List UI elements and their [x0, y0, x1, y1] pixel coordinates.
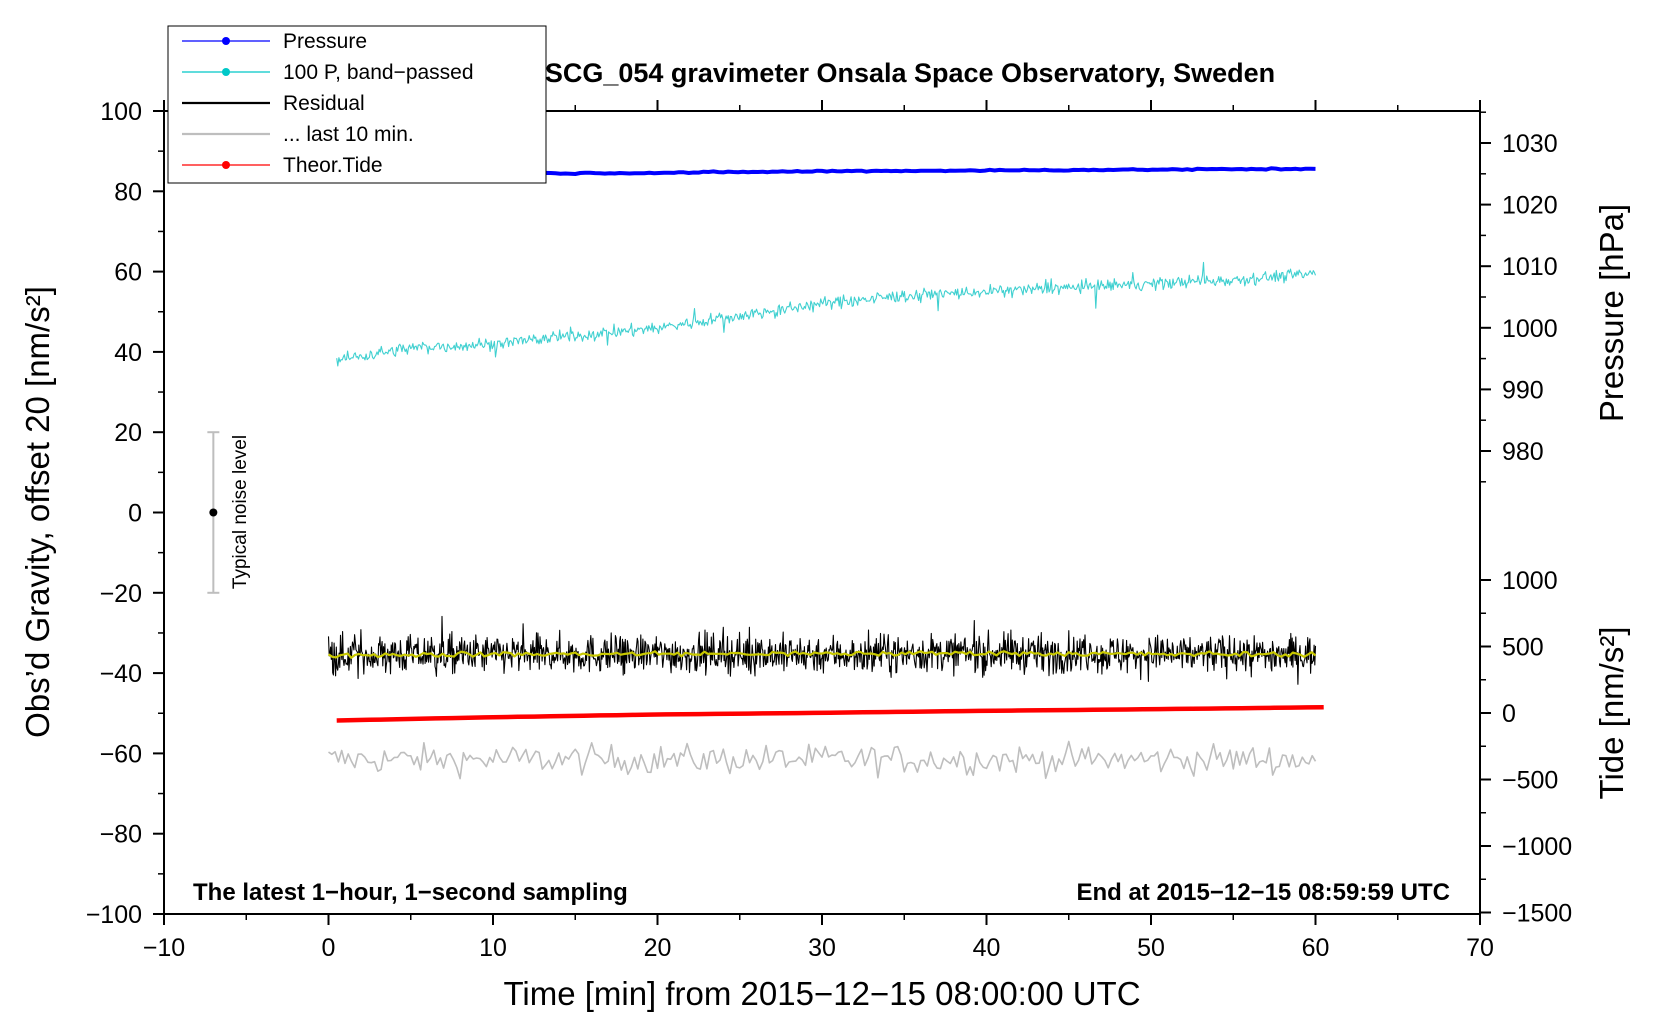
y-tick-label: 60 — [114, 259, 142, 287]
series-band-passed-line — [336, 261, 1317, 367]
tide-axis-title: Tide [nm/s²] — [1593, 627, 1630, 800]
pressure-tick-label: 1020 — [1502, 192, 1558, 220]
legend-label: ... last 10 min. — [283, 123, 414, 146]
series-residual-line — [327, 615, 1317, 685]
tide-tick-label: −1000 — [1502, 833, 1572, 861]
tide-tick-label: 500 — [1502, 634, 1544, 662]
pressure-tick-label: 980 — [1502, 438, 1544, 466]
y-tick-label: −20 — [100, 580, 142, 608]
tide-tick-label: −1500 — [1502, 900, 1572, 928]
pressure-axis-right: 980 990 1000 1010 1020 1030 — [1480, 111, 1558, 483]
tide-tick-label: 0 — [1502, 700, 1516, 728]
end-time-note: End at 2015−12−15 08:59:59 UTC — [1076, 879, 1450, 906]
x-tick-label: 0 — [322, 934, 336, 962]
tide-tick-label: −500 — [1502, 767, 1558, 795]
x-axis: −10 0 10 20 30 40 50 60 70 — [143, 100, 1494, 962]
pressure-axis-title: Pressure [hPa] — [1593, 204, 1630, 422]
legend-box — [167, 25, 547, 184]
y-tick-label: −60 — [100, 740, 142, 768]
legend-marker — [222, 161, 230, 169]
x-tick-label: 40 — [973, 934, 1001, 962]
tide-axis-right: −1500 −1000 −500 0 500 1000 — [1480, 567, 1572, 928]
series-theor-tide-line — [336, 704, 1324, 723]
y-tick-label: 40 — [114, 339, 142, 367]
y-tick-label: 80 — [114, 178, 142, 206]
x-tick-label: 50 — [1137, 934, 1165, 962]
legend-label: Theor.Tide — [283, 154, 383, 177]
legend: Pressure 100 P, band−passed Residual ... la… — [167, 25, 547, 184]
x-tick-label: 20 — [644, 934, 672, 962]
legend-label: Pressure — [283, 30, 367, 53]
y-tick-label: −100 — [86, 901, 142, 929]
pressure-tick-label: 990 — [1502, 376, 1544, 404]
y-tick-label: −40 — [100, 660, 142, 688]
series-last-10-min-line — [328, 740, 1317, 780]
sampling-note: The latest 1−hour, 1−second sampling — [193, 879, 628, 906]
y-tick-label: 20 — [114, 419, 142, 447]
x-tick-label: 60 — [1302, 934, 1330, 962]
x-tick-label: 30 — [808, 934, 836, 962]
chart-title: SCG_054 gravimeter Onsala Space Observat… — [545, 58, 1275, 88]
legend-marker — [222, 37, 230, 45]
legend-label: 100 P, band−passed — [283, 61, 474, 84]
y-axis-title: Obs’d Gravity, offset 20 [nm/s²] — [19, 286, 56, 738]
pressure-tick-label: 1030 — [1502, 130, 1558, 158]
y-tick-label: 100 — [100, 98, 142, 126]
noise-bar-center-dot — [209, 508, 218, 517]
x-tick-label: −10 — [143, 934, 185, 962]
y-tick-label: 0 — [128, 500, 142, 528]
series-residual-smoothed-line — [327, 650, 1317, 659]
legend-label: Residual — [283, 92, 365, 115]
pressure-tick-label: 1000 — [1502, 315, 1558, 343]
pressure-tick-label: 1010 — [1502, 253, 1558, 281]
noise-level-label: Typical noise level — [230, 435, 251, 589]
tide-tick-label: 1000 — [1502, 567, 1558, 595]
series-layer — [327, 166, 1324, 780]
noise-level-indicator — [207, 431, 220, 594]
y-tick-label: −80 — [100, 821, 142, 849]
legend-marker — [222, 68, 230, 76]
x-axis-title: Time [min] from 2015−12−15 08:00:00 UTC — [503, 975, 1140, 1012]
x-tick-label: 10 — [479, 934, 507, 962]
y-axis-left: −100 −80 −60 −40 −20 0 20 40 60 80 100 — [86, 98, 164, 929]
x-tick-label: 70 — [1466, 934, 1494, 962]
